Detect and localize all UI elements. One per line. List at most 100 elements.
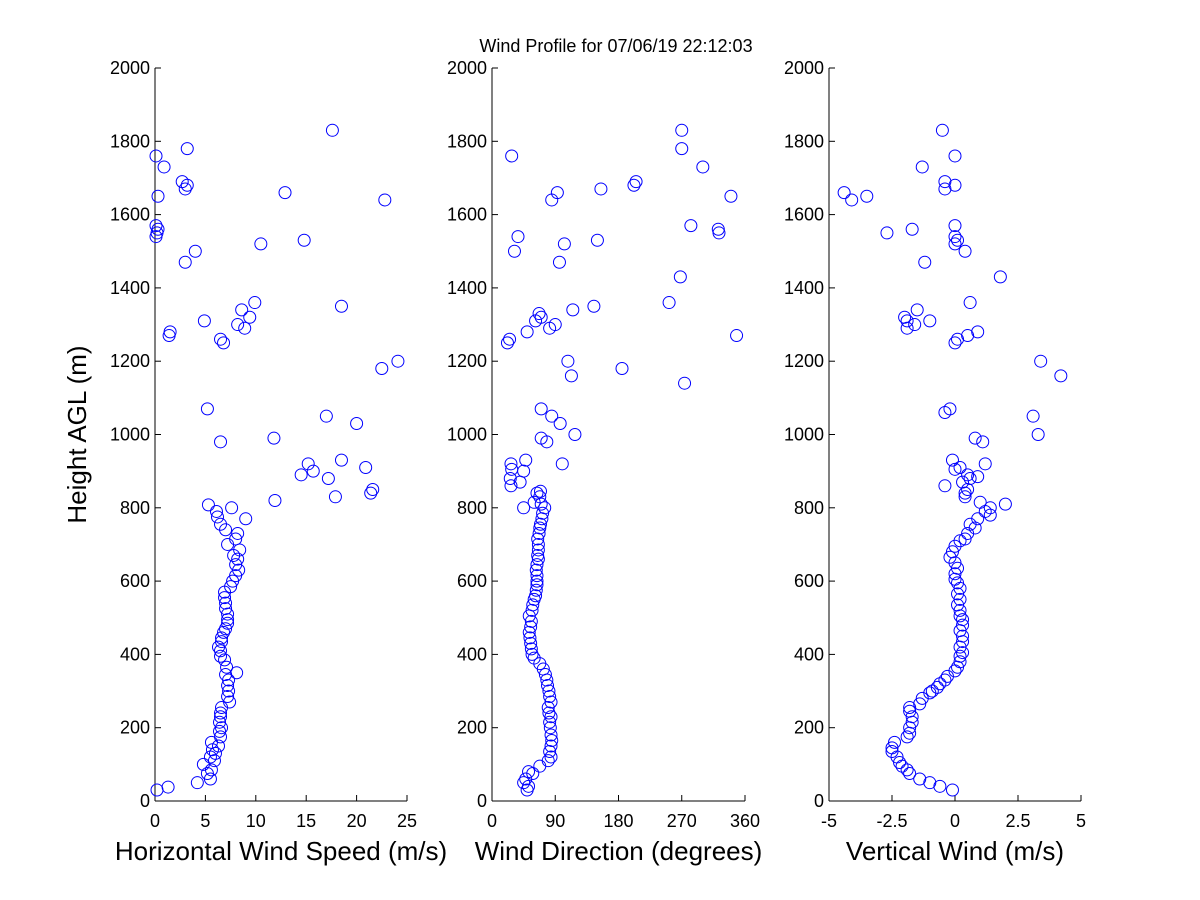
data-point — [215, 721, 229, 735]
data-point — [218, 653, 232, 667]
x-tick-label: -2.5 — [876, 811, 907, 831]
data-point — [948, 219, 962, 233]
x-tick-label: 360 — [730, 811, 760, 831]
data-point — [956, 475, 970, 489]
data-point — [505, 462, 519, 476]
data-point — [229, 558, 243, 572]
data-point — [225, 501, 239, 515]
data-point — [678, 376, 692, 390]
x-axis-label: Wind Direction (degrees) — [475, 836, 763, 866]
data-point — [151, 189, 165, 203]
data-point — [328, 490, 342, 504]
data-point — [938, 175, 952, 189]
data-point — [903, 704, 917, 718]
panel-3: 0 200 400 600 800 1000 1200 1400 1600 1800 2000 -5 -… — [784, 58, 1086, 866]
data-point — [214, 435, 228, 449]
data-point — [207, 754, 221, 768]
data-point — [531, 537, 545, 551]
data-point — [910, 303, 924, 317]
y-tick-label: 1000 — [110, 425, 150, 445]
y-tick-label: 800 — [794, 498, 824, 518]
data-point — [712, 226, 726, 240]
data-point — [157, 160, 171, 174]
panel-1: 0 200 400 600 800 1000 1200 1400 1600 1800 2000 0 5 1… — [62, 58, 447, 866]
data-point — [378, 193, 392, 207]
y-tick-label: 200 — [457, 718, 487, 738]
y-tick-label: 2000 — [784, 58, 824, 78]
data-point — [267, 431, 281, 445]
data-point — [545, 734, 559, 748]
data-point — [239, 512, 253, 526]
data-point — [524, 614, 538, 628]
data-point — [557, 237, 571, 251]
x-tick-label: 270 — [667, 811, 697, 831]
data-point — [215, 631, 229, 645]
data-point — [214, 517, 228, 531]
data-point — [935, 123, 949, 137]
data-point — [543, 690, 557, 704]
data-point — [391, 354, 405, 368]
data-point — [953, 655, 967, 669]
data-point — [544, 695, 558, 709]
data-point — [219, 622, 233, 636]
x-tick-label: -5 — [821, 811, 837, 831]
data-point — [527, 651, 541, 665]
data-point — [587, 299, 601, 313]
data-point — [530, 486, 544, 500]
y-tick-label: 600 — [120, 571, 150, 591]
panel-2: 0 200 400 600 800 1000 1200 1400 1600 1800 2000 0 90… — [447, 58, 762, 866]
data-point — [149, 219, 163, 233]
x-tick-label: 0 — [487, 811, 497, 831]
data-point — [696, 160, 710, 174]
data-point — [594, 182, 608, 196]
data-point — [948, 567, 962, 581]
data-point — [214, 644, 228, 658]
y-tick-label: 1400 — [110, 278, 150, 298]
data-point — [548, 318, 562, 332]
data-point — [222, 684, 236, 698]
data-point — [375, 362, 389, 376]
data-point — [524, 642, 538, 656]
y-tick-label: 400 — [794, 644, 824, 664]
data-point — [197, 314, 211, 328]
data-point — [522, 779, 536, 793]
data-point — [533, 490, 547, 504]
data-point — [958, 244, 972, 258]
data-point — [566, 303, 580, 317]
data-point — [893, 756, 907, 770]
data-point — [978, 457, 992, 471]
y-tick-label: 400 — [457, 644, 487, 664]
data-point — [903, 701, 917, 715]
data-point — [540, 435, 554, 449]
data-point — [531, 548, 545, 562]
data-point — [898, 310, 912, 324]
data-point — [953, 534, 967, 548]
data-point — [958, 490, 972, 504]
data-point — [542, 684, 556, 698]
data-point — [885, 741, 899, 755]
data-point — [933, 779, 947, 793]
data-point — [1034, 354, 1048, 368]
data-point — [534, 497, 548, 511]
x-tick-label: 5 — [200, 811, 210, 831]
data-point — [963, 471, 977, 485]
x-tick-label: 90 — [545, 811, 565, 831]
x-tick-label: 15 — [296, 811, 316, 831]
data-point — [945, 783, 959, 797]
data-point — [615, 362, 629, 376]
data-point — [533, 517, 547, 531]
data-point — [221, 607, 235, 621]
data-point — [948, 230, 962, 244]
data-point — [945, 545, 959, 559]
data-point — [229, 532, 243, 546]
x-axis-label: Horizontal Wind Speed (m/s) — [115, 836, 447, 866]
data-point — [215, 635, 229, 649]
y-tick-label: 0 — [477, 791, 487, 811]
data-point — [555, 457, 569, 471]
data-point — [953, 649, 967, 663]
data-point — [200, 402, 214, 416]
data-point — [213, 715, 227, 729]
data-point — [675, 142, 689, 156]
data-point — [507, 244, 521, 258]
